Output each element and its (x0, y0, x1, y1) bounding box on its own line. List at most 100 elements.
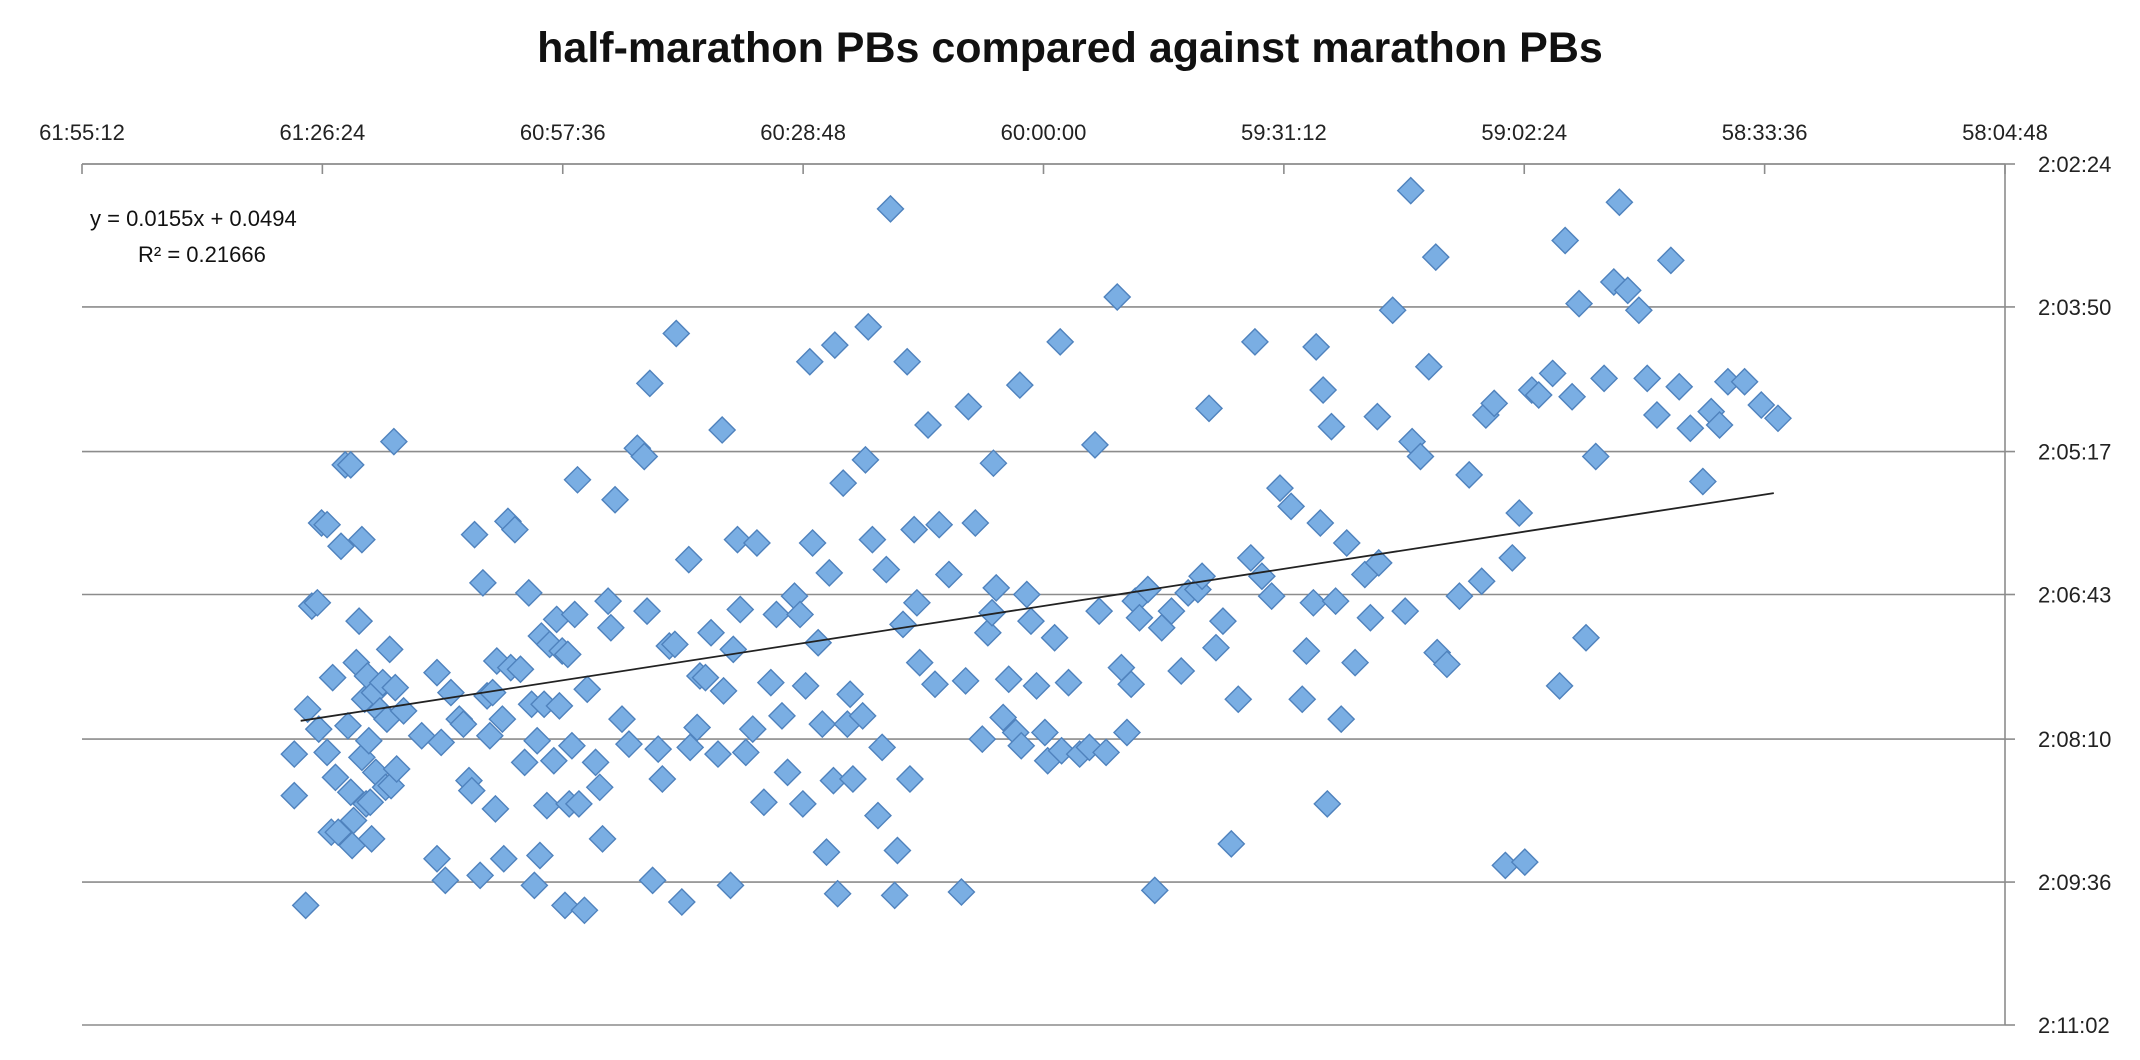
data-point (1524, 381, 1553, 410)
data-point (1327, 705, 1356, 734)
data-point (762, 600, 791, 629)
data-point (1302, 332, 1331, 361)
data-point (674, 545, 703, 574)
x-tick-label: 61:55:12 (39, 120, 125, 145)
x-tick-label: 61:26:24 (280, 120, 366, 145)
data-point (691, 663, 720, 692)
data-point (1613, 276, 1642, 305)
data-point (773, 758, 802, 787)
data-point (630, 442, 659, 471)
data-point (1292, 637, 1321, 666)
data-point (488, 705, 517, 734)
data-point (968, 725, 997, 754)
data-point (1306, 509, 1335, 538)
data-point (291, 891, 320, 920)
data-point (596, 613, 625, 642)
data-point (573, 675, 602, 704)
data-point (327, 532, 356, 561)
data-point (895, 765, 924, 793)
data-point (336, 450, 365, 479)
data-point (280, 740, 309, 769)
data-point (795, 347, 824, 376)
data-point (1167, 656, 1196, 685)
data-point (581, 748, 610, 777)
data-point (1007, 731, 1036, 760)
data-point (523, 726, 552, 755)
data-point (333, 711, 362, 740)
data-point (1046, 327, 1075, 356)
trendline-path (300, 492, 1774, 722)
data-point (1558, 382, 1587, 411)
data-point (1265, 474, 1294, 503)
data-point (791, 671, 820, 700)
data-point (1016, 607, 1045, 636)
data-point (303, 588, 332, 617)
data-point (1054, 668, 1083, 697)
data-point (989, 703, 1018, 732)
data-point (564, 789, 593, 818)
data-point (1676, 414, 1705, 443)
data-point (925, 510, 954, 539)
data-point (979, 449, 1008, 478)
data-point (545, 691, 574, 720)
data-point (520, 871, 549, 900)
data-point (1364, 548, 1393, 577)
data-point (1022, 671, 1051, 700)
data-point (1299, 588, 1328, 617)
data-point (947, 878, 976, 907)
data-point (767, 701, 796, 730)
data-point (345, 607, 374, 636)
data-point (1317, 412, 1346, 441)
data-point (648, 765, 677, 793)
data-point (1467, 567, 1496, 596)
data-point (934, 560, 963, 589)
data-point (1040, 623, 1069, 652)
x-tick-labels: 61:55:12 61:26:24 60:57:36 60:28:48 60:00:00… (39, 120, 2048, 145)
data-point (808, 710, 837, 739)
data-point (514, 578, 543, 607)
x-tick-label: 59:31:12 (1241, 120, 1327, 145)
data-point (468, 568, 497, 597)
data-point (1005, 371, 1034, 400)
data-point (635, 369, 664, 398)
horizontal-gridlines (82, 163, 2005, 1026)
y-tick-labels: 2:02:24 2:03:50 2:05:17 2:06:43 2:08:10 2:09:… (2038, 152, 2111, 1038)
data-point (1665, 372, 1694, 401)
data-point (423, 658, 451, 687)
y-tick-label: 2:03:50 (2038, 295, 2111, 320)
data-point (902, 588, 931, 617)
data-point (1551, 226, 1580, 255)
data-point (601, 485, 630, 514)
data-point (1195, 394, 1224, 423)
data-point (662, 319, 691, 348)
x-tick-label: 60:28:48 (760, 120, 846, 145)
data-point (731, 738, 760, 767)
data-point (815, 558, 844, 587)
data-point (1363, 402, 1392, 431)
data-point (1202, 633, 1230, 662)
data-point (704, 740, 732, 769)
data-point (756, 668, 785, 697)
data-point (829, 469, 858, 498)
data-point (339, 806, 368, 835)
trendline-equation: y = 0.0155x + 0.0494 R² = 0.21666 (90, 206, 297, 267)
data-point (1356, 603, 1385, 632)
data-point (820, 331, 849, 360)
x-tick-label: 58:04:48 (1962, 120, 2048, 145)
data-point (427, 728, 456, 757)
data-point (1538, 359, 1567, 388)
data-point (951, 666, 980, 695)
trendline (300, 492, 1774, 722)
data-point (1277, 492, 1306, 521)
data-point (723, 525, 752, 554)
data-point (1572, 623, 1601, 652)
data-point (1480, 389, 1509, 418)
data-point (863, 801, 892, 830)
data-point (550, 891, 579, 920)
data-point (466, 861, 495, 890)
data-point (436, 678, 465, 707)
data-point (539, 746, 568, 775)
data-point (557, 731, 586, 760)
data-point (1432, 650, 1461, 679)
data-point (1455, 460, 1484, 489)
